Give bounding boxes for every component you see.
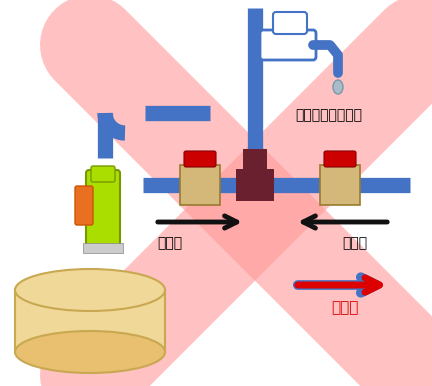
- FancyBboxPatch shape: [75, 186, 93, 225]
- FancyBboxPatch shape: [91, 166, 115, 182]
- FancyBboxPatch shape: [320, 165, 360, 205]
- Ellipse shape: [15, 331, 165, 373]
- FancyBboxPatch shape: [243, 149, 267, 174]
- FancyBboxPatch shape: [83, 243, 123, 253]
- FancyBboxPatch shape: [180, 165, 220, 205]
- Ellipse shape: [15, 269, 165, 311]
- Text: 水道水: 水道水: [343, 236, 368, 250]
- Text: 井戸水: 井戸水: [331, 300, 359, 315]
- Text: 水道水？井戸水？: 水道水？井戸水？: [295, 108, 362, 122]
- FancyBboxPatch shape: [236, 169, 274, 201]
- Text: 井戸水: 井戸水: [157, 236, 183, 250]
- Ellipse shape: [333, 80, 343, 94]
- FancyBboxPatch shape: [184, 151, 216, 167]
- FancyBboxPatch shape: [86, 170, 120, 251]
- FancyBboxPatch shape: [324, 151, 356, 167]
- FancyBboxPatch shape: [273, 12, 307, 34]
- FancyBboxPatch shape: [260, 30, 316, 60]
- FancyBboxPatch shape: [15, 290, 165, 352]
